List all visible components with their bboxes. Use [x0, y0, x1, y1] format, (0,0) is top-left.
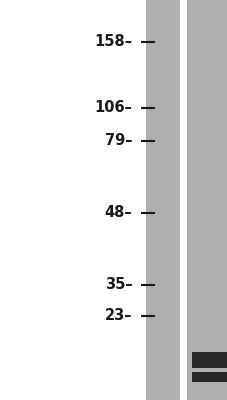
Bar [145, 0, 179, 400]
Text: 106–: 106– [94, 100, 132, 116]
Bar [186, 0, 227, 400]
Text: 23–: 23– [104, 308, 132, 324]
Bar [191, 372, 226, 382]
Text: 35–: 35– [104, 277, 132, 292]
Text: 48–: 48– [104, 205, 132, 220]
Bar [191, 352, 226, 368]
Text: 158–: 158– [94, 34, 132, 50]
Bar [180, 0, 186, 400]
Text: 79–: 79– [104, 133, 132, 148]
